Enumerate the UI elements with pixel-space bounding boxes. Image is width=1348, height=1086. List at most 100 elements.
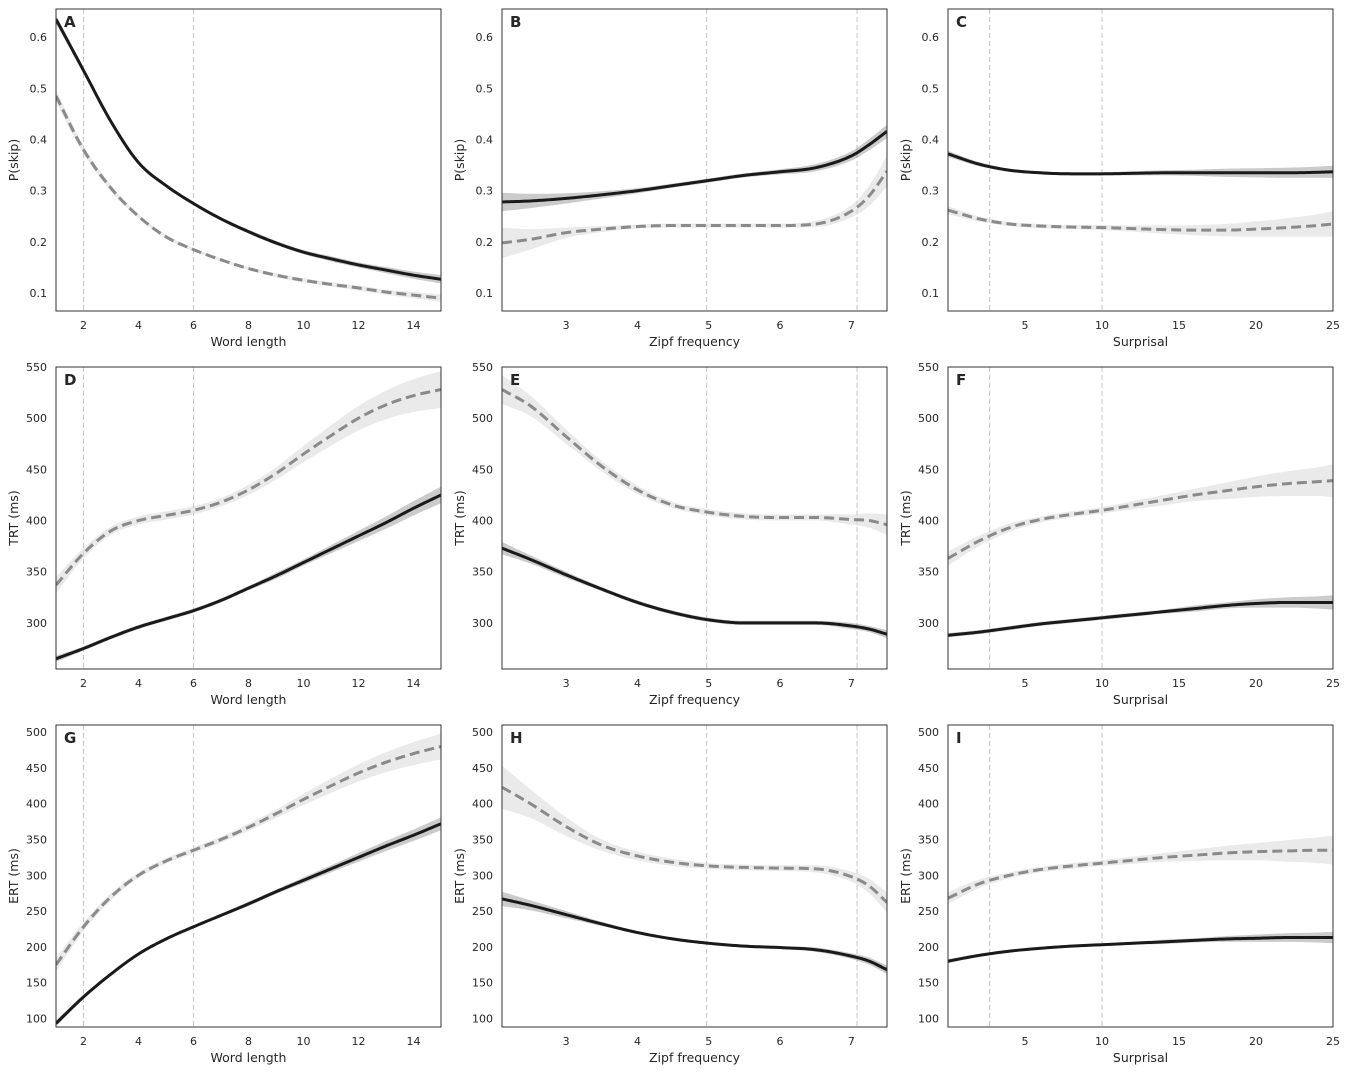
x-axis-label-c: Surprisal [1113, 334, 1168, 349]
panel-b: 3 4 5 6 7 0.1 0.2 0.3 0.4 0.5 0.6 Zipf frequency P(s… [452, 8, 888, 349]
ci-band-dashed-h [502, 765, 887, 913]
y-tick-label-b: 0.4 [476, 134, 494, 147]
x-tick-label-g: 14 [407, 1035, 421, 1048]
x-tick-label-g: 6 [190, 1035, 197, 1048]
x-tick-label-i: 20 [1249, 1035, 1263, 1048]
y-tick-label-c: 0.2 [922, 236, 940, 249]
x-tick-label-d: 6 [190, 677, 197, 690]
y-tick-label-e: 350 [472, 566, 493, 579]
y-tick-label-h: 150 [472, 977, 493, 990]
x-tick-label-a: 12 [352, 319, 366, 332]
y-tick-label-g: 150 [26, 977, 47, 990]
y-tick-label-d: 450 [26, 463, 47, 476]
panel-letter-e: E [510, 371, 520, 389]
y-tick-label-b: 0.2 [476, 236, 494, 249]
x-tick-label-d: 2 [80, 677, 87, 690]
y-tick-label-h: 200 [472, 941, 493, 954]
x-tick-label-b: 7 [848, 319, 855, 332]
plot-frame-h [501, 724, 888, 1028]
x-tick-label-h: 5 [705, 1035, 712, 1048]
x-axis-label-f: Surprisal [1113, 692, 1168, 707]
x-tick-label-a: 10 [297, 319, 311, 332]
y-tick-label-f: 300 [918, 617, 939, 630]
series-line-solid-h [502, 897, 887, 972]
x-tick-label-b: 5 [705, 319, 712, 332]
y-tick-label-e: 400 [472, 515, 493, 528]
panel-letter-c: C [956, 13, 967, 31]
plot-frame-c [947, 8, 1334, 312]
y-axis-label-g: ERT (ms) [6, 848, 21, 904]
x-tick-label-d: 8 [245, 677, 252, 690]
x-tick-label-a: 2 [80, 319, 87, 332]
x-tick-label-f: 20 [1249, 677, 1263, 690]
plot-frame-d [55, 366, 442, 670]
x-tick-label-c: 15 [1172, 319, 1186, 332]
y-tick-label-i: 400 [918, 798, 939, 811]
x-tick-label-h: 4 [634, 1035, 641, 1048]
ci-band-solid-h [502, 891, 887, 975]
plot-area-e [502, 367, 887, 669]
y-tick-label-f: 550 [918, 361, 939, 374]
y-tick-label-c: 0.6 [922, 31, 940, 44]
series-line-dashed-b [502, 170, 887, 245]
panel-letter-h: H [510, 729, 523, 747]
x-tick-label-d: 12 [352, 677, 366, 690]
x-tick-label-a: 8 [245, 319, 252, 332]
y-axis-label-e: TRT (ms) [452, 490, 467, 546]
y-tick-label-h: 350 [472, 834, 493, 847]
plot-area-i [948, 725, 1333, 1027]
y-tick-label-i: 300 [918, 869, 939, 882]
x-tick-label-i: 15 [1172, 1035, 1186, 1048]
y-tick-label-g: 100 [26, 1012, 47, 1025]
series-line-solid-a [56, 18, 441, 281]
panel-h: 3 4 5 6 7 100 150 200 250 300 350 400 450 500 Zipf fre… [452, 724, 888, 1065]
y-axis-label-c: P(skip) [898, 139, 913, 181]
x-tick-label-e: 3 [563, 677, 570, 690]
plot-frame-g [55, 724, 442, 1028]
y-tick-label-d: 550 [26, 361, 47, 374]
ci-band-dashed-g [56, 733, 441, 972]
series-line-solid-f [948, 600, 1333, 637]
panel-e: 3 4 5 6 7 300 350 400 450 500 550 Zipf frequency TRT… [452, 361, 888, 707]
panel-c: 5 10 15 20 25 0.1 0.2 0.3 0.4 0.5 0.6 Surprisal P(sk… [898, 8, 1340, 349]
y-axis-label-b: P(skip) [452, 139, 467, 181]
y-axis-label-d: TRT (ms) [6, 490, 21, 546]
x-tick-label-f: 15 [1172, 677, 1186, 690]
y-axis-label-h: ERT (ms) [452, 848, 467, 904]
ci-band-solid-e [502, 542, 887, 639]
y-tick-label-c: 0.4 [922, 134, 940, 147]
y-tick-label-i: 450 [918, 762, 939, 775]
panel-f: 5 10 15 20 25 300 350 400 450 500 550 Surprisal TRT … [898, 361, 1340, 707]
x-tick-label-i: 25 [1326, 1035, 1340, 1048]
plot-area-f [948, 367, 1333, 669]
plot-frame-a [55, 8, 442, 312]
y-tick-label-f: 350 [918, 566, 939, 579]
x-tick-label-c: 5 [1022, 319, 1029, 332]
plot-frame-i [947, 724, 1334, 1028]
y-tick-label-h: 300 [472, 869, 493, 882]
panel-i: 5 10 15 20 25 100 150 200 250 300 350 400 450 500 Surp… [898, 724, 1340, 1065]
series-line-dashed-h [502, 785, 887, 904]
series-line-solid-e [502, 546, 887, 636]
y-tick-label-b: 0.3 [476, 185, 494, 198]
y-tick-label-a: 0.4 [30, 134, 48, 147]
x-tick-label-b: 6 [777, 319, 784, 332]
ci-band-dashed-c [948, 206, 1333, 237]
plot-area-b [502, 9, 887, 311]
series-line-solid-g [56, 822, 441, 1025]
x-tick-label-c: 20 [1249, 319, 1263, 332]
y-axis-label-f: TRT (ms) [898, 490, 913, 546]
y-axis-label-a: P(skip) [6, 139, 21, 181]
y-tick-label-b: 0.1 [476, 287, 494, 300]
y-tick-label-h: 250 [472, 905, 493, 918]
x-axis-label-a: Word length [211, 334, 287, 349]
y-tick-label-a: 0.3 [30, 185, 48, 198]
plot-area-c [948, 9, 1333, 311]
y-tick-label-h: 450 [472, 762, 493, 775]
series-line-solid-b [502, 130, 887, 204]
y-tick-label-d: 300 [26, 617, 47, 630]
x-tick-label-a: 4 [135, 319, 142, 332]
ci-band-solid-c [948, 150, 1333, 178]
x-tick-label-g: 4 [135, 1035, 142, 1048]
